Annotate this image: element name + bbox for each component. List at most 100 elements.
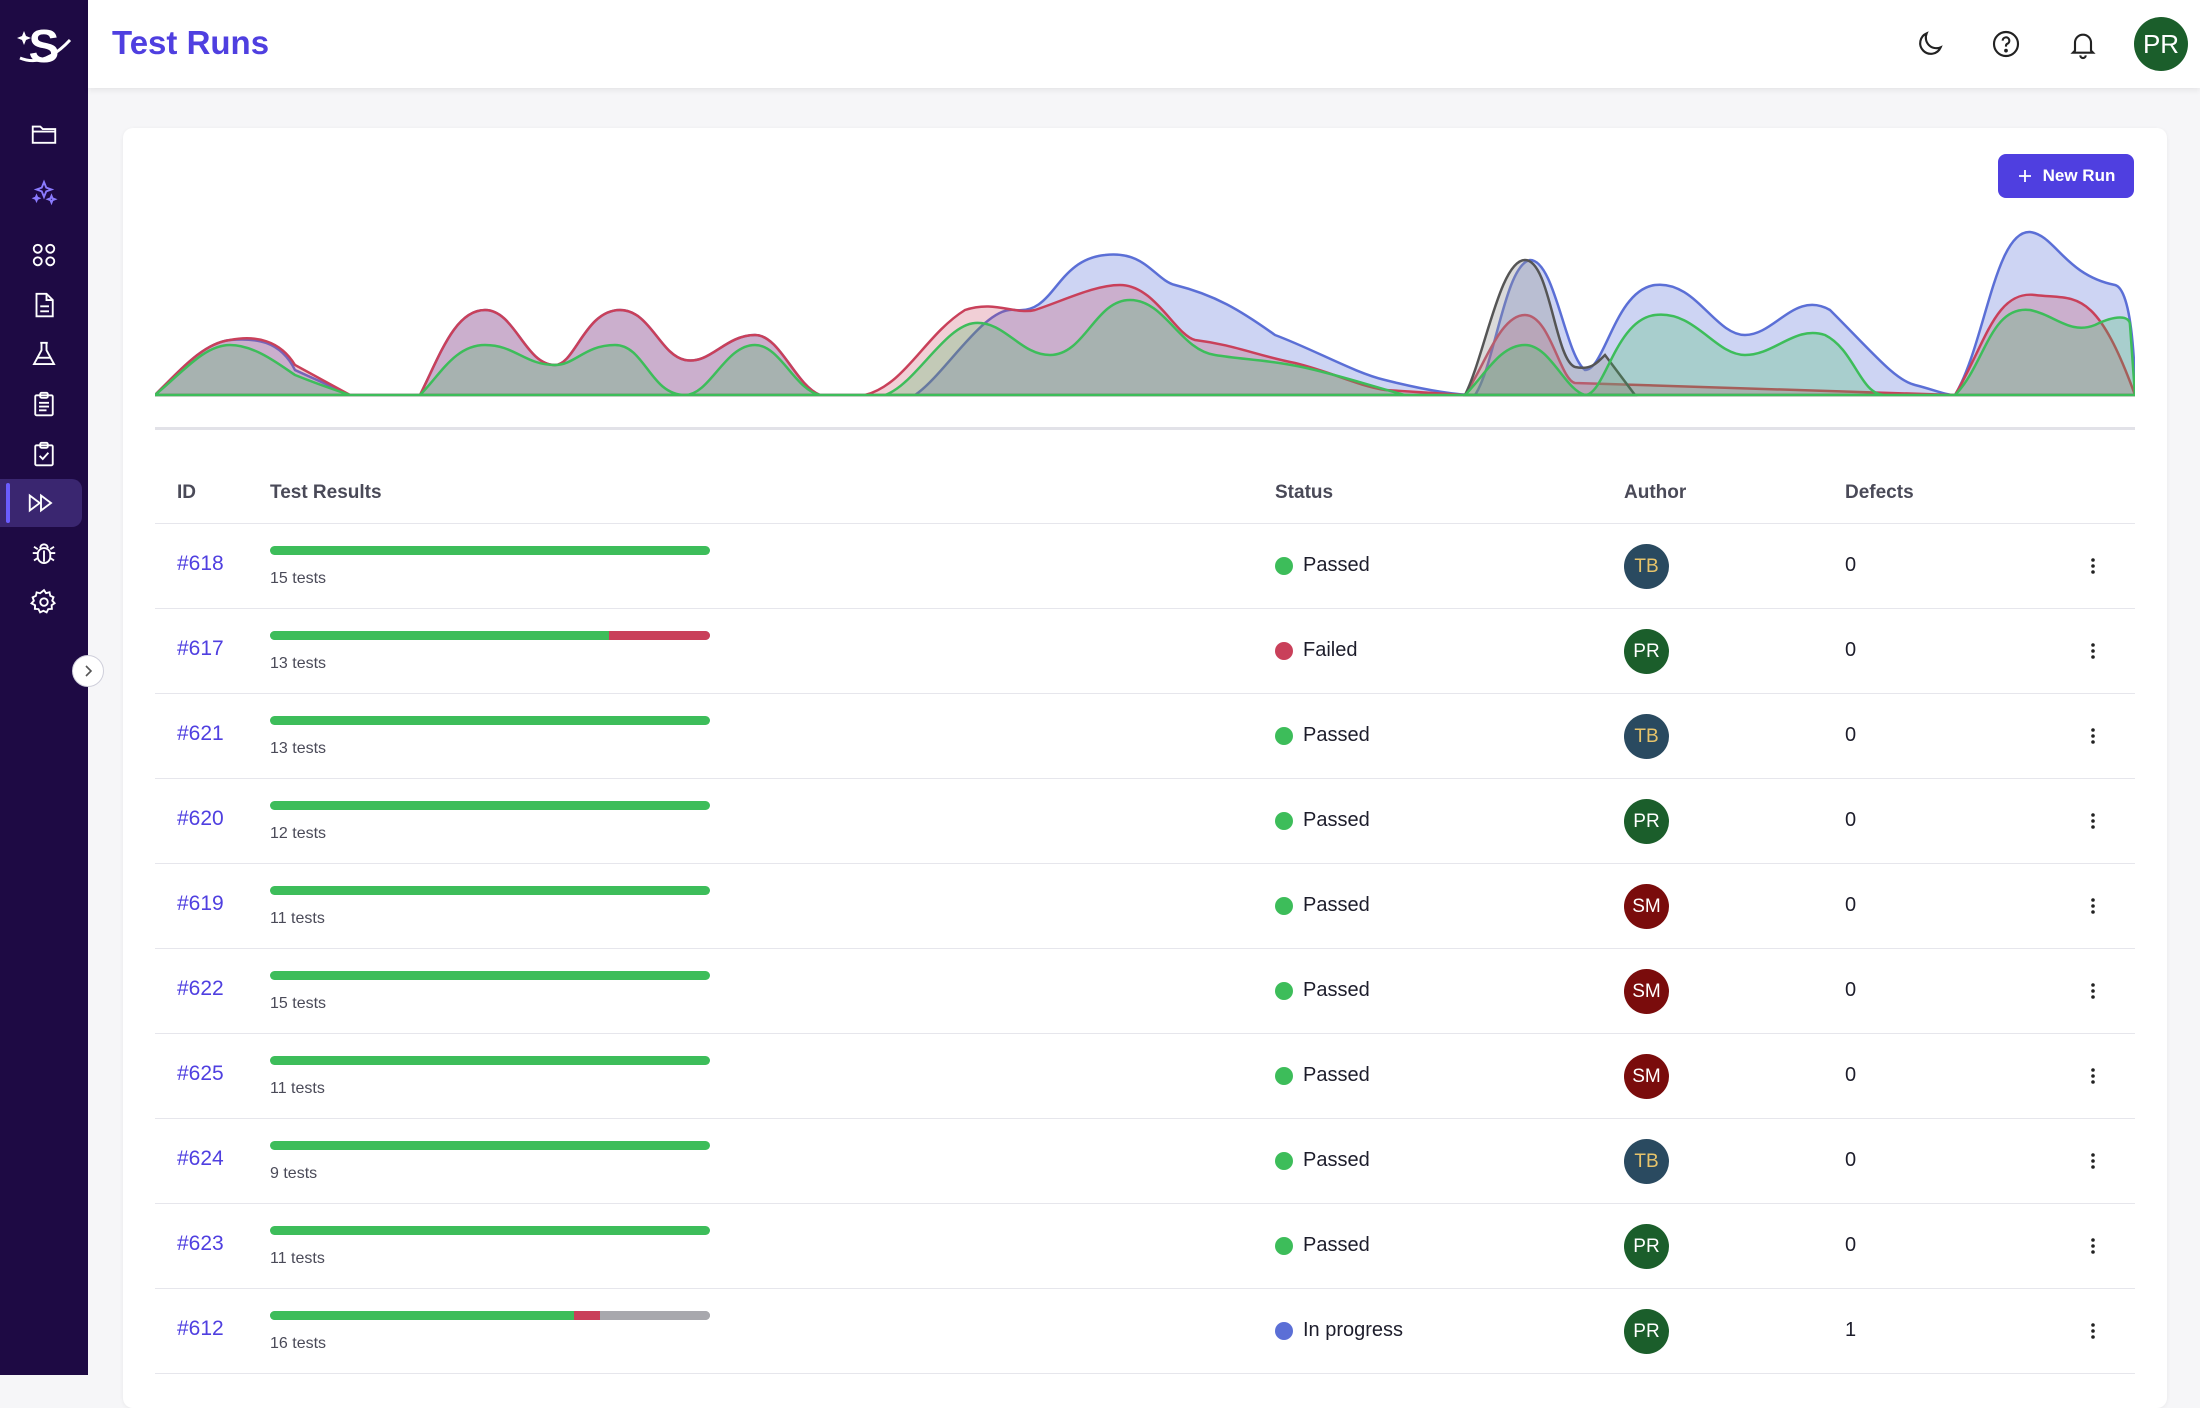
test-results-bar [270,1226,710,1235]
row-menu-button[interactable] [2085,1147,2101,1175]
sidebar-item-tests[interactable] [0,330,88,378]
status-dot [1275,981,1293,1000]
notifications-button[interactable] [2059,20,2107,68]
author-avatar[interactable]: SM [1624,884,1669,929]
run-id-link[interactable]: #625 [177,1062,224,1085]
test-count: 13 tests [270,655,327,672]
run-id-link[interactable]: #621 [177,722,224,745]
status-badge: Passed [1275,1149,1370,1172]
bell-icon [2070,33,2096,59]
defects-count: 0 [1845,554,1857,576]
bug-icon [32,543,56,564]
status-dot [1275,1066,1293,1085]
theme-toggle-button[interactable] [1906,20,1954,68]
table-row[interactable]: #620 12 tests Passed PR 0 [155,779,2135,864]
new-run-button[interactable]: New Run [1998,154,2134,198]
row-menu-button[interactable] [2085,807,2101,835]
run-id-link[interactable]: #612 [177,1317,224,1340]
run-id-link[interactable]: #618 [177,552,224,575]
defects-count: 0 [1845,1234,1857,1256]
sidebar-item-projects[interactable] [0,110,88,158]
row-menu-button[interactable] [2085,552,2101,580]
status-badge: Passed [1275,1234,1370,1257]
run-id-link[interactable]: #623 [177,1232,224,1255]
user-avatar[interactable]: PR [2134,17,2188,71]
bar-passed-segment [270,801,710,810]
sidebar-item-dashboard[interactable] [0,231,88,279]
status-label: Passed [1303,894,1370,916]
sidebar-item-ai[interactable] [0,168,88,216]
document-icon [35,292,54,318]
row-menu-button[interactable] [2085,892,2101,920]
app-logo-icon[interactable]: S [14,18,74,78]
status-label: Passed [1303,1234,1370,1256]
sidebar-item-runs[interactable] [0,479,82,527]
table-row[interactable]: #617 13 tests Failed PR 0 [155,609,2135,694]
sidebar-item-defects[interactable] [0,529,88,577]
table-row[interactable]: #621 13 tests Passed TB 0 [155,694,2135,779]
chart-area-failed-visible [155,283,2135,397]
more-vertical-icon [2091,558,2095,574]
status-dot [1275,1321,1293,1340]
bar-passed-segment [270,1311,574,1320]
sidebar-collapse-button[interactable] [72,655,104,687]
more-vertical-icon [2091,1238,2095,1254]
column-test-results[interactable]: Test Results [270,482,382,503]
row-menu-button[interactable] [2085,722,2101,750]
column-defects[interactable]: Defects [1845,482,1914,503]
row-menu-button[interactable] [2085,977,2101,1005]
table-row[interactable]: #612 16 tests In progress PR 1 [155,1289,2135,1374]
sidebar-item-checklists[interactable] [0,430,88,478]
status-label: Failed [1303,639,1358,661]
run-id-link[interactable]: #620 [177,807,224,830]
author-avatar[interactable]: TB [1624,714,1669,759]
more-vertical-icon [2091,983,2095,999]
author-avatar[interactable]: PR [1624,1309,1669,1354]
more-vertical-icon [2091,1323,2095,1339]
help-button[interactable] [1982,20,2030,68]
column-status[interactable]: Status [1275,482,1334,503]
more-vertical-icon [2091,643,2095,659]
row-menu-button[interactable] [2085,1062,2101,1090]
row-menu-button[interactable] [2085,1317,2101,1345]
run-id-link[interactable]: #624 [177,1147,224,1170]
test-count: 12 tests [270,825,327,842]
svg-text:S: S [29,20,60,72]
table-row[interactable]: #622 15 tests Passed SM 0 [155,949,2135,1034]
test-results-bar [270,1056,710,1065]
clipboard-check-icon [34,441,54,467]
row-menu-button[interactable] [2085,1232,2101,1260]
bar-passed-segment [270,971,710,980]
column-id[interactable]: ID [177,482,196,503]
status-dot [1275,896,1293,915]
author-avatar[interactable]: PR [1624,1224,1669,1269]
table-row[interactable]: #623 11 tests Passed PR 0 [155,1204,2135,1289]
page-title: Test Runs [112,24,270,61]
status-badge: Passed [1275,979,1370,1002]
column-author[interactable]: Author [1624,482,1687,503]
author-avatar[interactable]: TB [1624,544,1669,589]
test-results-bar [270,631,710,640]
table-row[interactable]: #619 11 tests Passed SM 0 [155,864,2135,949]
status-dot [1275,556,1293,575]
author-avatar[interactable]: SM [1624,1054,1669,1099]
run-id-link[interactable]: #619 [177,892,224,915]
sidebar-item-settings[interactable] [0,578,88,626]
sidebar-item-documents[interactable] [0,281,88,329]
run-id-link[interactable]: #617 [177,637,224,660]
author-avatar[interactable]: PR [1624,629,1669,674]
author-avatar[interactable]: TB [1624,1139,1669,1184]
status-dot [1275,726,1293,745]
table-row[interactable]: #625 11 tests Passed SM 0 [155,1034,2135,1119]
row-menu-button[interactable] [2085,637,2101,665]
author-avatar[interactable]: SM [1624,969,1669,1014]
bar-passed-segment [270,546,710,555]
author-avatar[interactable]: PR [1624,799,1669,844]
top-bar: Test Runs PR [88,0,2200,88]
sidebar-item-plans[interactable] [0,380,88,428]
bar-passed-segment [270,631,609,640]
chart-divider [155,427,2135,430]
table-row[interactable]: #624 9 tests Passed TB 0 [155,1119,2135,1204]
run-id-link[interactable]: #622 [177,977,224,1000]
table-row[interactable]: #618 15 tests Passed TB 0 [155,524,2135,609]
